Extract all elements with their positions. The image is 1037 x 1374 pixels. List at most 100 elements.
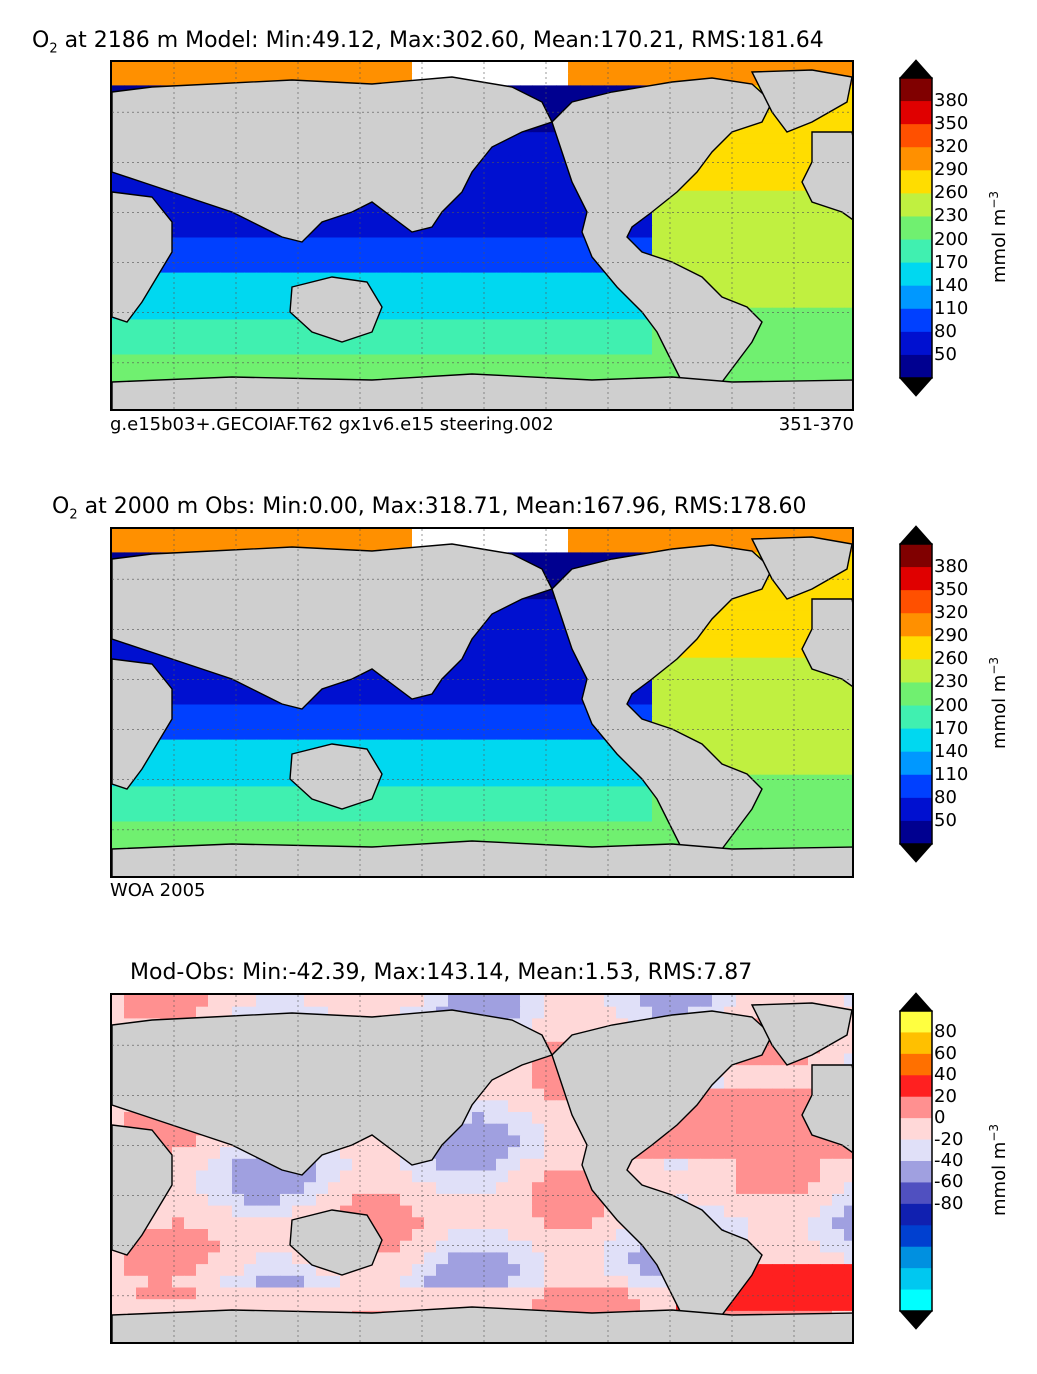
field-cell <box>496 1135 509 1148</box>
field-cell <box>844 1053 852 1066</box>
colorbar-svg <box>898 525 934 863</box>
land-2 <box>112 76 553 243</box>
field-cell <box>280 1182 293 1195</box>
field-cell <box>424 529 437 542</box>
field-cell <box>532 751 545 764</box>
field-cell <box>724 1158 737 1172</box>
field-cell <box>484 284 497 297</box>
field-cell <box>628 786 641 799</box>
field-cell <box>244 354 257 367</box>
field-cell <box>736 1076 749 1090</box>
field-cell <box>376 751 389 764</box>
colorbar-segment <box>900 659 932 683</box>
field-cell <box>208 62 221 75</box>
field-cell <box>196 727 209 741</box>
field-cell <box>772 272 785 285</box>
field-cell <box>544 995 557 1008</box>
field-cell <box>328 833 341 846</box>
field-cell <box>820 331 833 344</box>
field-cell <box>568 1158 581 1172</box>
field-cell <box>700 1193 713 1207</box>
field-cell <box>412 716 425 729</box>
field-cell <box>604 751 617 764</box>
field-cell <box>136 307 149 320</box>
field-cell <box>328 342 341 356</box>
field-cell <box>544 610 557 624</box>
colorbar-segment <box>900 354 932 379</box>
field-cell <box>412 1182 425 1195</box>
field-cell <box>772 155 785 168</box>
field-cell <box>484 739 497 752</box>
field-cell <box>760 237 773 250</box>
field-cell <box>352 237 365 250</box>
field-cell <box>208 809 221 823</box>
field-cell <box>604 62 617 75</box>
field-cell <box>532 202 545 215</box>
colorbar-segment <box>900 682 932 707</box>
field-cell <box>544 85 557 98</box>
field-cell <box>700 529 713 542</box>
field-cell <box>508 249 521 262</box>
field-cell <box>688 1158 701 1172</box>
field-cell <box>700 646 713 659</box>
field-cell <box>532 529 545 542</box>
field-cell <box>700 249 713 262</box>
field-cell <box>460 237 473 250</box>
field-cell <box>556 716 569 729</box>
panel-1-colorbar <box>898 59 934 397</box>
field-cell <box>136 833 149 846</box>
panel-3-title: Mod-Obs: Min:-42.39, Max:143.14, Mean:1.… <box>130 960 753 985</box>
field-cell <box>520 540 533 553</box>
field-cell <box>628 833 641 846</box>
field-cell <box>628 529 641 542</box>
field-cell <box>820 587 833 600</box>
field-cell <box>268 284 281 297</box>
field-cell <box>736 249 749 262</box>
field-cell <box>796 190 809 203</box>
field-cell <box>196 214 209 227</box>
field-cell <box>460 1182 473 1195</box>
field-cell <box>820 237 833 250</box>
field-cell <box>760 354 773 367</box>
field-cell <box>808 354 821 367</box>
field-cell <box>712 214 725 227</box>
field-cell <box>580 798 593 811</box>
field-cell <box>544 1158 557 1172</box>
field-cell <box>232 249 245 262</box>
field-cell <box>268 331 281 344</box>
field-cell <box>784 657 797 670</box>
field-cell <box>268 774 281 787</box>
field-cell <box>748 821 761 834</box>
field-cell <box>748 237 761 250</box>
field-cell <box>580 284 593 297</box>
field-cell <box>508 1112 521 1125</box>
field-cell <box>700 1112 713 1125</box>
field-cell <box>364 716 377 729</box>
field-cell <box>844 564 852 577</box>
field-cell <box>544 622 557 635</box>
field-cell <box>508 716 521 729</box>
field-cell <box>172 225 185 239</box>
field-cell <box>652 540 665 553</box>
field-cell <box>772 1076 785 1090</box>
field-cell <box>712 1193 725 1207</box>
field-cell <box>676 225 689 239</box>
field-cell <box>388 366 401 379</box>
field-cell <box>772 786 785 799</box>
field-cell <box>796 610 809 624</box>
field-cell <box>388 704 401 717</box>
field-cell <box>736 646 749 659</box>
field-cell <box>724 739 737 752</box>
field-cell <box>472 190 485 203</box>
field-cell <box>724 704 737 717</box>
field-cell <box>760 657 773 670</box>
field-cell <box>712 657 725 670</box>
field-cell <box>784 692 797 706</box>
field-cell <box>568 739 581 752</box>
field-cell <box>760 225 773 239</box>
field-cell <box>736 1158 749 1172</box>
field-cell <box>496 225 509 239</box>
field-cell <box>796 774 809 787</box>
field-cell <box>460 786 473 799</box>
field-cell <box>736 167 749 180</box>
